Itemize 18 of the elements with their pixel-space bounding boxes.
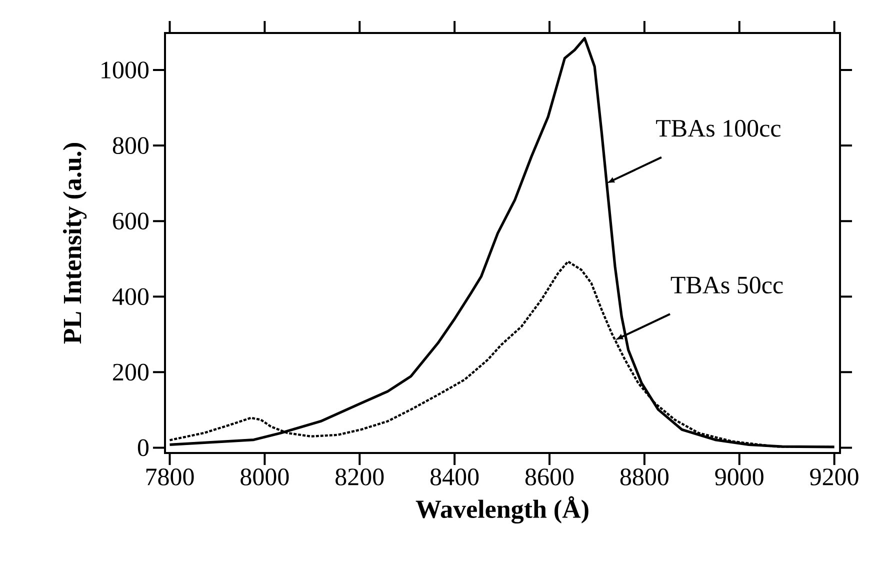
y-axis-title: PL Intensity (a.u.) xyxy=(62,143,87,344)
y-tick-label: 400 xyxy=(112,288,149,306)
x-tick-label: 8400 xyxy=(430,468,479,486)
x-tick-label: 9200 xyxy=(810,468,858,486)
annotation: TBAs 50cc xyxy=(670,276,783,294)
y-tick-label: 1000 xyxy=(102,62,149,78)
y-tick-label: 800 xyxy=(112,137,149,154)
y-tick-label: 600 xyxy=(113,212,149,230)
x-tick-label: 7800 xyxy=(146,468,194,486)
y-tick-label: 200 xyxy=(113,364,149,381)
annotation: TBAs 100cc xyxy=(656,120,780,137)
x-tick-label: 8800 xyxy=(620,468,668,486)
x-tick-label: 9000 xyxy=(715,468,764,486)
x-tick-label: 8200 xyxy=(336,468,384,486)
x-axis-title: Wavelength (Å) xyxy=(416,496,588,524)
x-tick-label: 8600 xyxy=(525,468,574,486)
y-tick-label: 0 xyxy=(138,439,149,456)
x-tick-label: 8000 xyxy=(240,468,289,486)
